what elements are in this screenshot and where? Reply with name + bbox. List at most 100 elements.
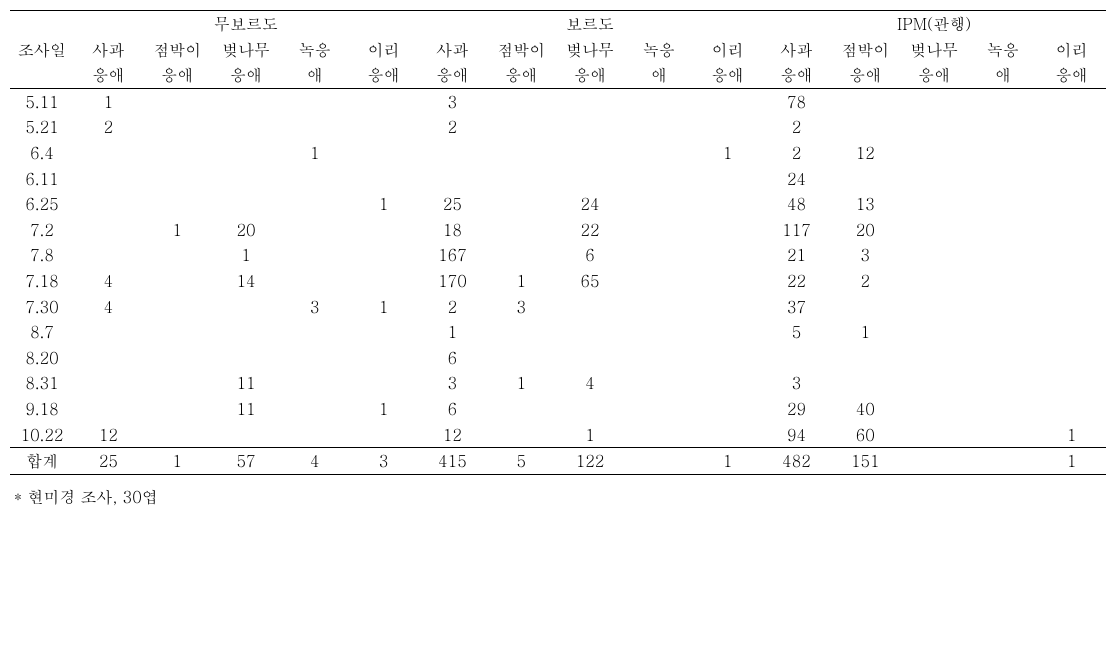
data-cell xyxy=(968,422,1037,448)
data-cell xyxy=(624,140,693,166)
subhead: 애 xyxy=(624,62,693,88)
data-cell xyxy=(418,166,487,192)
data-cell xyxy=(624,294,693,320)
total-cell: 122 xyxy=(556,448,625,475)
total-label: 합계 xyxy=(10,448,74,475)
total-cell: 1 xyxy=(1037,448,1106,475)
data-cell xyxy=(74,166,143,192)
subhead: 이리 xyxy=(349,37,418,63)
data-cell xyxy=(212,319,281,345)
data-cell: 1 xyxy=(349,191,418,217)
data-cell: 1 xyxy=(831,319,900,345)
data-cell xyxy=(624,191,693,217)
data-cell: 22 xyxy=(556,217,625,243)
data-cell xyxy=(349,319,418,345)
data-cell xyxy=(212,422,281,448)
data-cell xyxy=(693,319,762,345)
subhead: 점박이 xyxy=(487,37,556,63)
data-cell xyxy=(693,217,762,243)
data-cell: 1 xyxy=(280,140,349,166)
data-cell xyxy=(280,345,349,371)
data-cell xyxy=(556,294,625,320)
date-cell: 6.25 xyxy=(10,191,74,217)
data-cell xyxy=(693,114,762,140)
date-cell: 8.7 xyxy=(10,319,74,345)
data-cell xyxy=(831,370,900,396)
data-cell xyxy=(624,396,693,422)
data-cell xyxy=(418,140,487,166)
data-cell: 3 xyxy=(280,294,349,320)
data-cell xyxy=(280,370,349,396)
data-cell xyxy=(624,422,693,448)
data-cell: 1 xyxy=(487,370,556,396)
subhead: 응애 xyxy=(693,62,762,88)
table-row: 7.811676213 xyxy=(10,242,1106,268)
table-row: 8.7151 xyxy=(10,319,1106,345)
date-cell: 7.2 xyxy=(10,217,74,243)
data-cell xyxy=(143,396,212,422)
table-body: 5.1113785.212226.4112126.11246.251252448… xyxy=(10,88,1106,447)
data-cell xyxy=(349,268,418,294)
data-cell: 6 xyxy=(418,345,487,371)
data-cell xyxy=(74,217,143,243)
data-cell xyxy=(143,319,212,345)
data-cell xyxy=(556,166,625,192)
total-cell: 1 xyxy=(143,448,212,475)
subhead: 녹응 xyxy=(968,37,1037,63)
table-row: 8.206 xyxy=(10,345,1106,371)
data-cell: 2 xyxy=(418,114,487,140)
data-cell xyxy=(556,396,625,422)
data-cell xyxy=(968,191,1037,217)
data-cell: 4 xyxy=(74,268,143,294)
data-cell xyxy=(693,191,762,217)
subhead: 사과 xyxy=(762,37,831,63)
data-cell xyxy=(900,114,969,140)
data-cell xyxy=(349,217,418,243)
data-cell xyxy=(1037,114,1106,140)
data-cell: 6 xyxy=(556,242,625,268)
sub-header-row-2: 응애 응애 응애 애 응애 응애 응애 응애 애 응애 응애 응애 응애 애 응… xyxy=(10,62,1106,88)
data-cell xyxy=(143,242,212,268)
data-cell xyxy=(900,217,969,243)
data-cell: 4 xyxy=(74,294,143,320)
data-cell xyxy=(1037,294,1106,320)
total-cell xyxy=(900,448,969,475)
total-cell: 57 xyxy=(212,448,281,475)
data-cell: 6 xyxy=(418,396,487,422)
data-cell xyxy=(831,345,900,371)
data-cell xyxy=(624,88,693,114)
data-cell xyxy=(968,345,1037,371)
data-cell xyxy=(280,242,349,268)
data-cell xyxy=(831,88,900,114)
data-cell xyxy=(1037,140,1106,166)
data-cell xyxy=(487,140,556,166)
data-cell: 24 xyxy=(762,166,831,192)
data-cell xyxy=(693,268,762,294)
table-row: 5.21222 xyxy=(10,114,1106,140)
data-cell xyxy=(74,396,143,422)
subhead: 이리 xyxy=(693,37,762,63)
date-cell: 10.22 xyxy=(10,422,74,448)
data-cell: 1 xyxy=(418,319,487,345)
data-cell: 167 xyxy=(418,242,487,268)
subhead: 벚나무 xyxy=(212,37,281,63)
subhead: 녹응 xyxy=(624,37,693,63)
mite-data-table: 조사일 무보르도 보르도 IPM(관행) 사과 점박이 벚나무 녹응 이리 사과… xyxy=(10,10,1106,475)
data-cell xyxy=(349,422,418,448)
data-cell: 117 xyxy=(762,217,831,243)
table-row: 9.1811162940 xyxy=(10,396,1106,422)
data-cell xyxy=(74,191,143,217)
data-cell xyxy=(280,396,349,422)
data-cell: 21 xyxy=(762,242,831,268)
table-row: 7.18414170165222 xyxy=(10,268,1106,294)
data-cell xyxy=(143,268,212,294)
data-cell xyxy=(624,370,693,396)
data-cell: 1 xyxy=(349,294,418,320)
data-cell: 11 xyxy=(212,370,281,396)
data-cell: 94 xyxy=(762,422,831,448)
data-cell xyxy=(693,166,762,192)
data-cell: 3 xyxy=(418,88,487,114)
data-cell xyxy=(212,294,281,320)
data-cell xyxy=(280,114,349,140)
data-cell: 24 xyxy=(556,191,625,217)
